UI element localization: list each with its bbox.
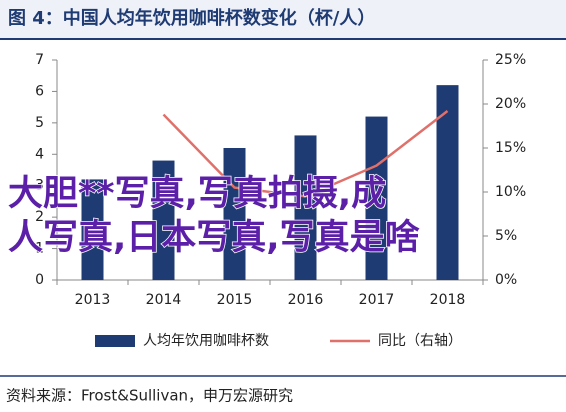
line	[162, 110, 449, 198]
x-tick-label: 2014	[146, 292, 182, 308]
y-tick-label: 2	[35, 209, 44, 225]
y2-tick-label: 15%	[495, 140, 526, 156]
y-tick-label: 5	[35, 115, 44, 131]
y-tick-label: 4	[35, 146, 44, 162]
y-tick-label: 3	[35, 178, 44, 194]
overlay-text: 大胆**写真,写真拍摄,成	[8, 174, 386, 214]
y-tick-label: 1	[35, 241, 44, 257]
x-tick-label: 2015	[217, 292, 253, 308]
legend-label: 同比（右轴）	[378, 333, 462, 349]
x-tick-label: 2013	[75, 292, 111, 308]
bar	[81, 179, 104, 280]
y-tick-label: 7	[35, 52, 44, 68]
x-tick-label: 2016	[288, 292, 324, 308]
legend-label: 人均年饮用咖啡杯数	[143, 333, 269, 349]
bar	[223, 148, 246, 280]
y2-tick-label: 0%	[495, 272, 517, 288]
legend-swatch	[95, 335, 135, 347]
bar	[152, 160, 175, 280]
chart-title: 图 4：中国人均年饮用咖啡杯数变化（杯/人）	[8, 7, 375, 29]
y2-tick-label: 10%	[495, 184, 526, 200]
bar	[365, 116, 388, 280]
x-tick-label: 2018	[430, 292, 466, 308]
bar	[294, 135, 317, 280]
y-tick-label: 0	[35, 272, 44, 288]
y2-tick-label: 5%	[495, 228, 517, 244]
title-bg	[0, 0, 566, 38]
y2-tick-label: 25%	[495, 52, 526, 68]
y-tick-label: 6	[35, 83, 44, 99]
bar	[436, 85, 459, 281]
x-tick-label: 2017	[359, 292, 395, 308]
overlay-text: 人写真,日本写真,写真是啥	[8, 218, 420, 258]
source: 资料来源：Frost&Sullivan，申万宏源研究	[6, 387, 293, 405]
y2-tick-label: 20%	[495, 96, 526, 112]
